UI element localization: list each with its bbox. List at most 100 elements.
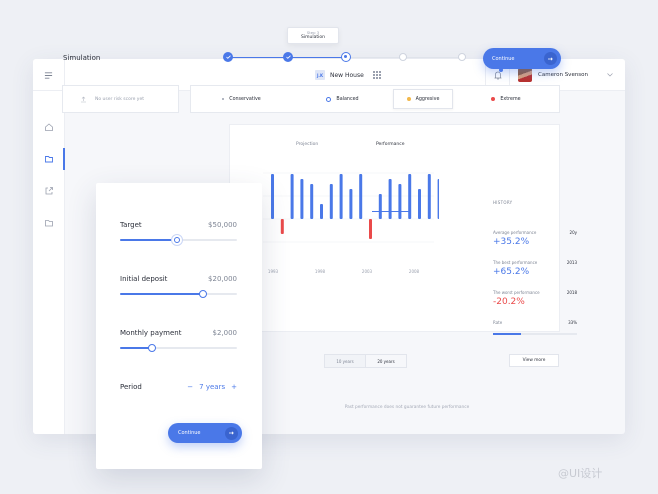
period-decrement-button[interactable]: − [187,383,194,391]
slider-handle[interactable] [199,290,208,298]
calculator-continue-button[interactable]: Continue [168,423,242,443]
profile-label: Aggresive [415,96,440,102]
chart-bar [427,174,431,219]
range-10-years[interactable]: 10 years [325,355,365,367]
watermark-text: @UI设计 [558,467,603,480]
profile-label: Extreme [500,96,521,102]
savings-calculator: Target $50,000 Initial deposit $20,000 M… [96,183,262,469]
view-more-button[interactable]: View more [509,354,559,367]
history-average: Average performance 20y +35.2% [493,230,577,247]
menu-icon [44,71,53,79]
step-4[interactable] [399,53,407,61]
history-best: The best performance 2013 +65.2% [493,260,577,277]
history-year: 2013 [566,260,577,265]
export-icon[interactable] [44,186,54,196]
tab-projection[interactable]: Projection [296,142,319,147]
chart-x-tick: 2008 [409,269,420,274]
profile-label: Conservative [229,96,261,102]
slider-fill [120,293,204,295]
history-panel: HISTORY Average performance 20y +35.2% T… [493,200,583,335]
chevron-down-icon [607,73,613,77]
profile-aggressive[interactable]: Aggresive [393,89,453,109]
target-slider[interactable] [120,234,237,246]
chart-bar [290,174,294,219]
upload-icon [81,96,86,102]
target-field: Target $50,000 [120,221,237,246]
chart-x-tick: 1998 [315,269,326,274]
history-worst: The worst performance 2018 -20.2% [493,290,577,307]
chart-bar [271,174,274,219]
chart-bar [339,174,343,219]
user-name: Cameron Svenson [538,72,589,78]
chart-bar [369,219,372,239]
step-5[interactable] [458,53,466,61]
deposit-value: $20,000 [208,275,237,283]
step-2[interactable] [283,52,293,62]
rate-value: 33% [568,320,577,325]
profile-dot [222,98,225,100]
history-year: 20y [569,230,577,235]
profile-label: Balanced [336,96,359,102]
period-stepper: − 7 years + [187,383,237,391]
notification-dot [499,68,503,72]
tab-performance[interactable]: Performance [376,142,405,147]
arrow-right-icon [225,426,238,440]
progress-stepper [190,50,466,64]
monthly-value: $2,000 [212,329,238,337]
range-toggle: 10 years 20 years [324,354,407,368]
history-title: HISTORY [493,200,513,205]
watermark: @UI设计 [558,465,602,481]
chart-bar [408,174,412,219]
menu-button[interactable] [33,59,65,91]
folder-icon[interactable] [44,154,54,164]
step-tooltip: Step 3 Simulation [287,27,339,44]
chart-bar [359,174,363,219]
continue-label: Continue [178,430,201,436]
deposit-field: Initial deposit $20,000 [120,275,237,298]
chart-bar [320,204,323,219]
chart-bar [418,189,421,219]
disclaimer: Past performance does not guarantee futu… [344,405,470,410]
profile-balanced[interactable]: Balanced [292,86,393,112]
slider-fill [120,239,178,241]
range-20-years[interactable]: 20 years [365,355,406,367]
chart-bar [329,184,333,219]
period-field: Period − 7 years + [120,383,237,391]
history-value: +65.2% [493,267,530,277]
rate-label: Rate [493,320,503,325]
notifications-button[interactable] [485,59,509,91]
history-label: The worst performance [493,290,540,295]
performance-chart: 19931998200320082013 [263,172,439,274]
history-rate: Rate 33% [493,320,577,325]
history-value: -20.2% [493,297,525,307]
deposit-slider[interactable] [120,290,237,298]
user-menu[interactable]: Cameron Svenson [509,59,625,91]
profile-dot [406,97,411,101]
profile-conservative[interactable]: Conservative [191,86,292,112]
chart-x-tick: 1993 [268,269,279,274]
slider-handle[interactable] [147,344,156,352]
target-label: Target [120,221,142,229]
slider-handle[interactable] [171,234,184,246]
step-3-current[interactable] [341,52,351,62]
continue-button[interactable]: Continue [483,48,561,69]
monthly-label: Monthly payment [120,329,182,337]
history-year: 2018 [566,290,577,295]
risk-score-box[interactable]: No user risk score yet [62,85,179,113]
history-label: The best performance [493,260,538,265]
period-increment-button[interactable]: + [231,383,237,391]
project-name: New House [330,71,364,79]
project-switcher[interactable]: J.K New House [315,69,381,81]
slider-fill [120,347,152,349]
risk-profile-selector: Conservative Balanced Aggresive Extreme [190,85,560,113]
profile-extreme[interactable]: Extreme [453,86,559,112]
document-icon[interactable] [44,218,54,228]
chart-bar [349,189,353,219]
home-icon[interactable] [44,122,54,132]
grid-icon[interactable] [372,71,381,79]
monthly-slider[interactable] [120,344,237,352]
profile-dot [326,96,332,102]
monthly-field: Monthly payment $2,000 [120,329,238,352]
chart-bar [378,194,382,219]
step-1[interactable] [223,52,233,62]
